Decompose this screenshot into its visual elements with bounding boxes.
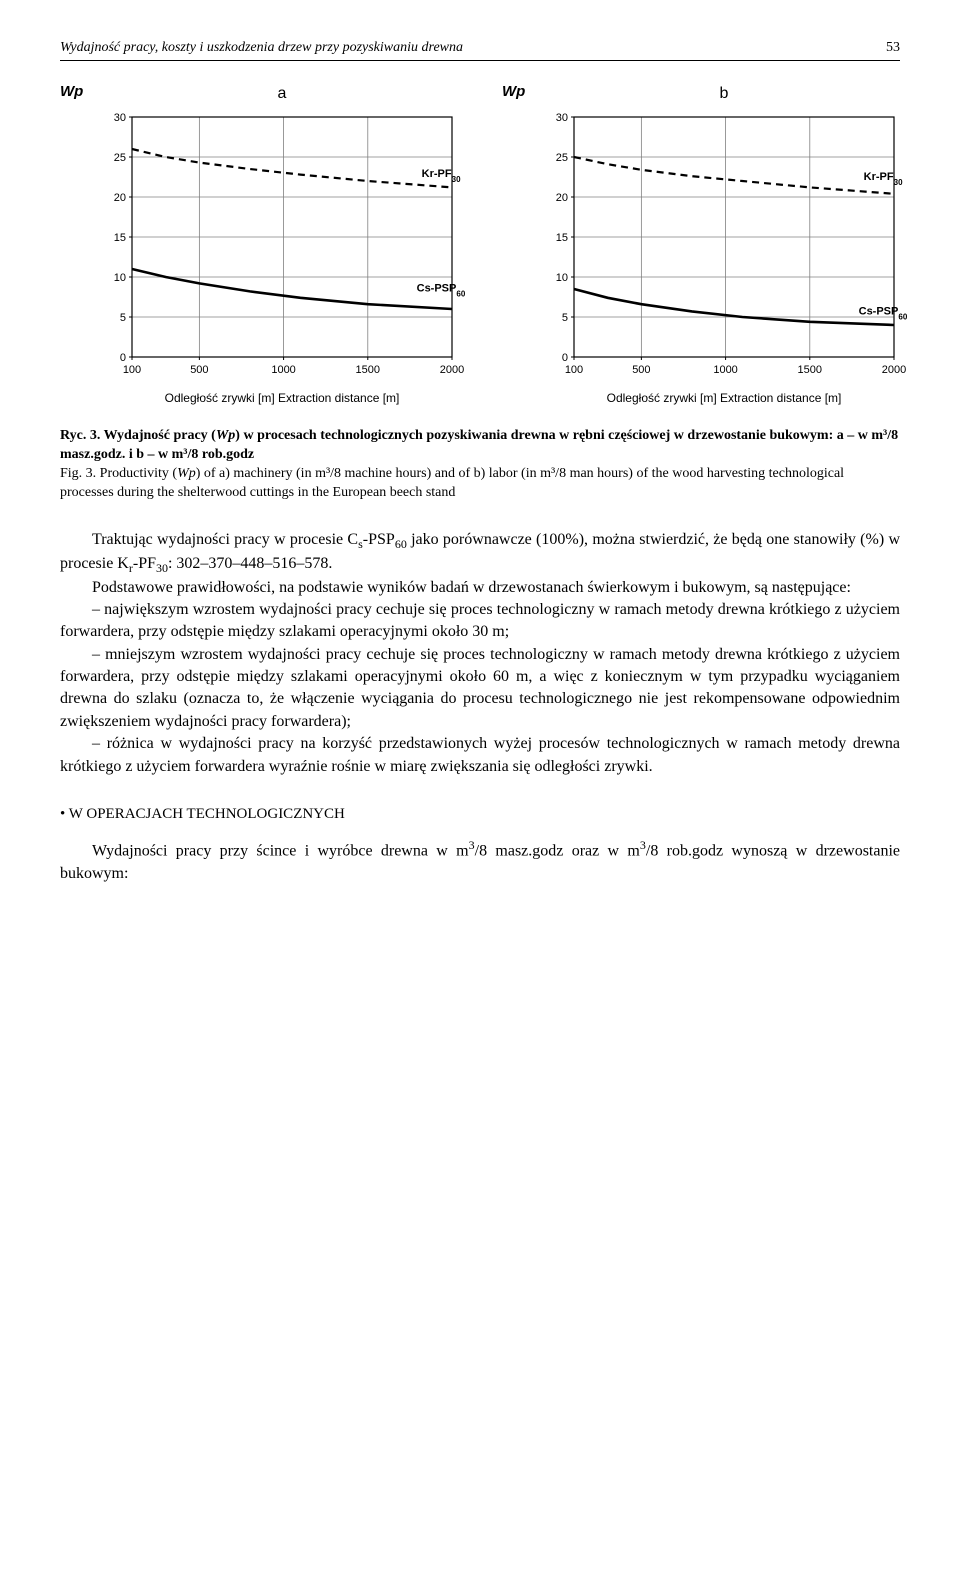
fig-pl-wp: Wp (216, 428, 235, 443)
svg-text:0: 0 (120, 352, 126, 364)
chart-a: Kr-PF30Cs-PSP600510152025301005001000150… (92, 107, 472, 387)
svg-text:2000: 2000 (882, 364, 906, 376)
running-header: Wydajność pracy, koszty i uszkodzenia dr… (60, 40, 900, 61)
chart-letter-a: a (92, 85, 472, 103)
svg-text:100: 100 (565, 364, 583, 376)
fig-en-wp: Wp (177, 466, 196, 481)
svg-text:15: 15 (556, 232, 568, 244)
svg-text:1000: 1000 (271, 364, 295, 376)
svg-text:1500: 1500 (798, 364, 822, 376)
fig-pl-lead: Ryc. 3. Wydajność pracy ( (60, 428, 216, 443)
svg-text:1500: 1500 (356, 364, 380, 376)
chart-letter-b: b (534, 85, 914, 103)
chart-a-cell: Wp a Kr-PF30Cs-PSP6005101520253010050010… (60, 85, 472, 405)
svg-text:30: 30 (556, 112, 568, 124)
svg-text:5: 5 (120, 312, 126, 324)
figure-caption: Ryc. 3. Wydajność pracy (Wp) w procesach… (60, 427, 900, 503)
svg-text:30: 30 (114, 112, 126, 124)
svg-text:1000: 1000 (713, 364, 737, 376)
svg-text:0: 0 (562, 352, 568, 364)
para-1: Traktując wydajności pracy w procesie Cs… (60, 529, 900, 577)
page-number: 53 (886, 40, 900, 56)
section-head: • W OPERACJACH TECHNOLOGICZNYCH (60, 806, 900, 823)
chart-b: Kr-PF30Cs-PSP600510152025301005001000150… (534, 107, 914, 387)
svg-text:100: 100 (123, 364, 141, 376)
chart-b-cell: Wp b Kr-PF30Cs-PSP6005101520253010050010… (502, 85, 914, 405)
para-5: – różnica w wydajności pracy na korzyść … (60, 733, 900, 778)
svg-text:10: 10 (114, 272, 126, 284)
chart-b-xcaption: Odległość zrywki [m] Extraction distance… (534, 391, 914, 405)
svg-text:20: 20 (114, 192, 126, 204)
fig-en-lead: Fig. 3. Productivity ( (60, 466, 177, 481)
svg-text:500: 500 (190, 364, 208, 376)
svg-text:15: 15 (114, 232, 126, 244)
closing-para: Wydajności pracy przy ścince i wyróbce d… (60, 837, 900, 885)
wp-label-a: Wp (60, 83, 86, 100)
svg-text:10: 10 (556, 272, 568, 284)
svg-text:25: 25 (556, 152, 568, 164)
closing-text: Wydajności pracy przy ścince i wyróbce d… (60, 837, 900, 885)
para-3: – największym wzrostem wydajności pracy … (60, 599, 900, 644)
wp-label-b: Wp (502, 83, 528, 100)
charts-row: Wp a Kr-PF30Cs-PSP6005101520253010050010… (60, 85, 900, 405)
para-4: – mniejszym wzrostem wydajności pracy ce… (60, 644, 900, 734)
svg-text:25: 25 (114, 152, 126, 164)
header-title: Wydajność pracy, koszty i uszkodzenia dr… (60, 40, 463, 56)
svg-text:20: 20 (556, 192, 568, 204)
body-text: Traktując wydajności pracy w procesie Cs… (60, 529, 900, 778)
svg-text:2000: 2000 (440, 364, 464, 376)
chart-a-xcaption: Odległość zrywki [m] Extraction distance… (92, 391, 472, 405)
svg-text:500: 500 (632, 364, 650, 376)
svg-text:5: 5 (562, 312, 568, 324)
para-2: Podstawowe prawidłowości, na podstawie w… (60, 577, 900, 599)
